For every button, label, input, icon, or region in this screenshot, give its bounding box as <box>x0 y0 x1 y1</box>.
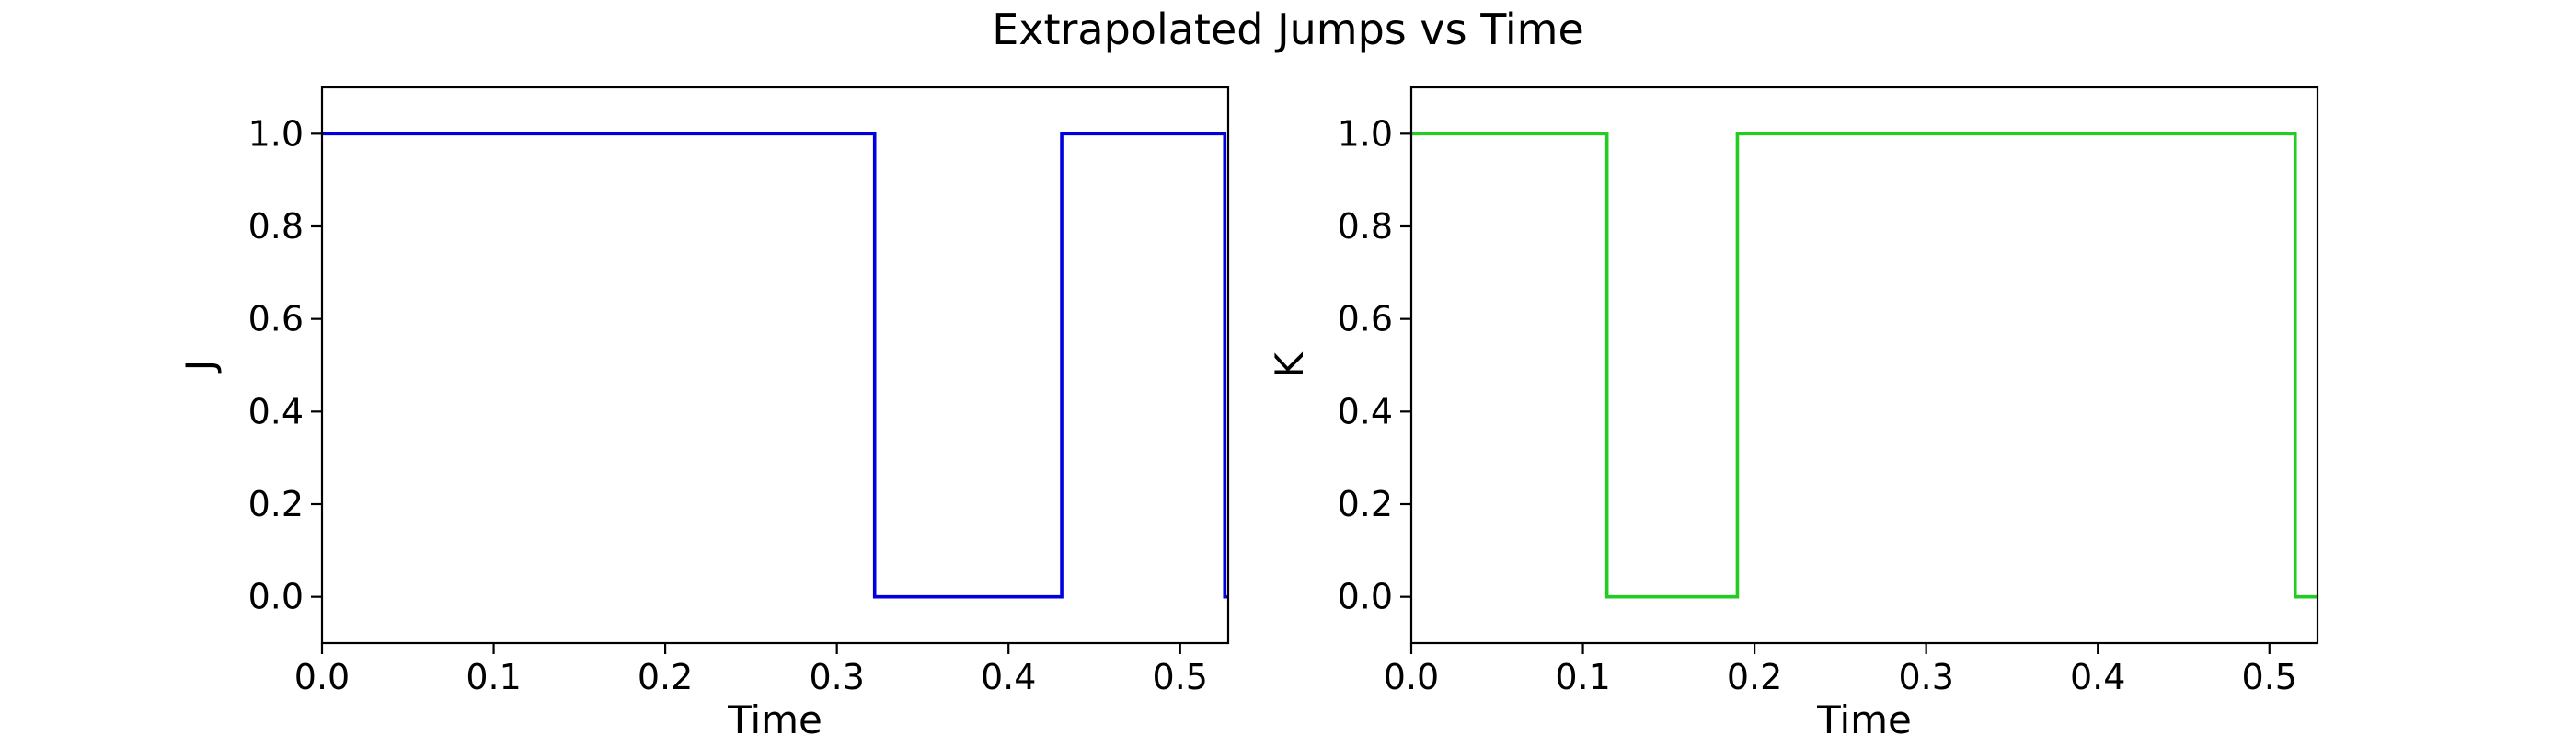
y-tick-label: 1.0 <box>1338 113 1393 154</box>
x-tick-label: 0.4 <box>2070 657 2125 697</box>
x-tick-label: 0.5 <box>1153 657 1208 697</box>
series-line <box>1411 132 2317 599</box>
plot-frame <box>1409 86 2319 645</box>
x-tick-label: 0.2 <box>638 657 693 697</box>
y-tick-label: 0.4 <box>1338 391 1393 431</box>
x-axis-label: Time <box>1816 697 1912 736</box>
y-tick-label: 0.8 <box>248 206 304 247</box>
y-tick-label: 0.8 <box>1338 206 1393 247</box>
y-tick-label: 0.4 <box>248 391 304 431</box>
y-tick-label: 0.2 <box>248 484 304 524</box>
x-tick-label: 0.3 <box>809 657 864 697</box>
x-tick-label: 0.4 <box>981 657 1036 697</box>
y-tick-label: 0.2 <box>1338 484 1393 524</box>
subplots: 0.0 0.1 0.2 0.3 0.4 0.5 0.0 0.2 0.4 0.6 0.8 1.0 Time… <box>178 86 2319 736</box>
subplot-2: 0.0 0.1 0.2 0.3 0.4 0.5 0.0 0.2 0.4 0.6 0.8 1.0 Time… <box>1267 86 2319 736</box>
y-axis-label: K <box>1267 351 1312 378</box>
y-tick-label: 0.0 <box>1338 577 1393 617</box>
figure-title: Extrapolated Jumps vs Time <box>992 5 1584 54</box>
y-axis-label: J <box>178 360 223 374</box>
y-tick-label: 0.6 <box>1338 299 1393 339</box>
y-tick-label: 0.0 <box>248 577 304 617</box>
x-axis-label: Time <box>727 697 822 736</box>
plot-frame <box>320 86 1230 645</box>
x-tick-label: 0.5 <box>2242 657 2297 697</box>
x-tick-label: 0.3 <box>1898 657 1953 697</box>
subplot-1: 0.0 0.1 0.2 0.3 0.4 0.5 0.0 0.2 0.4 0.6 0.8 1.0 Time… <box>178 86 1230 736</box>
x-tick-label: 0.0 <box>294 657 350 697</box>
y-tick-label: 1.0 <box>248 113 304 154</box>
y-tick-label: 0.6 <box>248 299 304 339</box>
x-tick-label: 0.1 <box>1555 657 1610 697</box>
x-tick-label: 0.0 <box>1384 657 1439 697</box>
x-tick-label: 0.2 <box>1727 657 1782 697</box>
series-line <box>322 132 1228 599</box>
x-tick-label: 0.1 <box>466 657 521 697</box>
